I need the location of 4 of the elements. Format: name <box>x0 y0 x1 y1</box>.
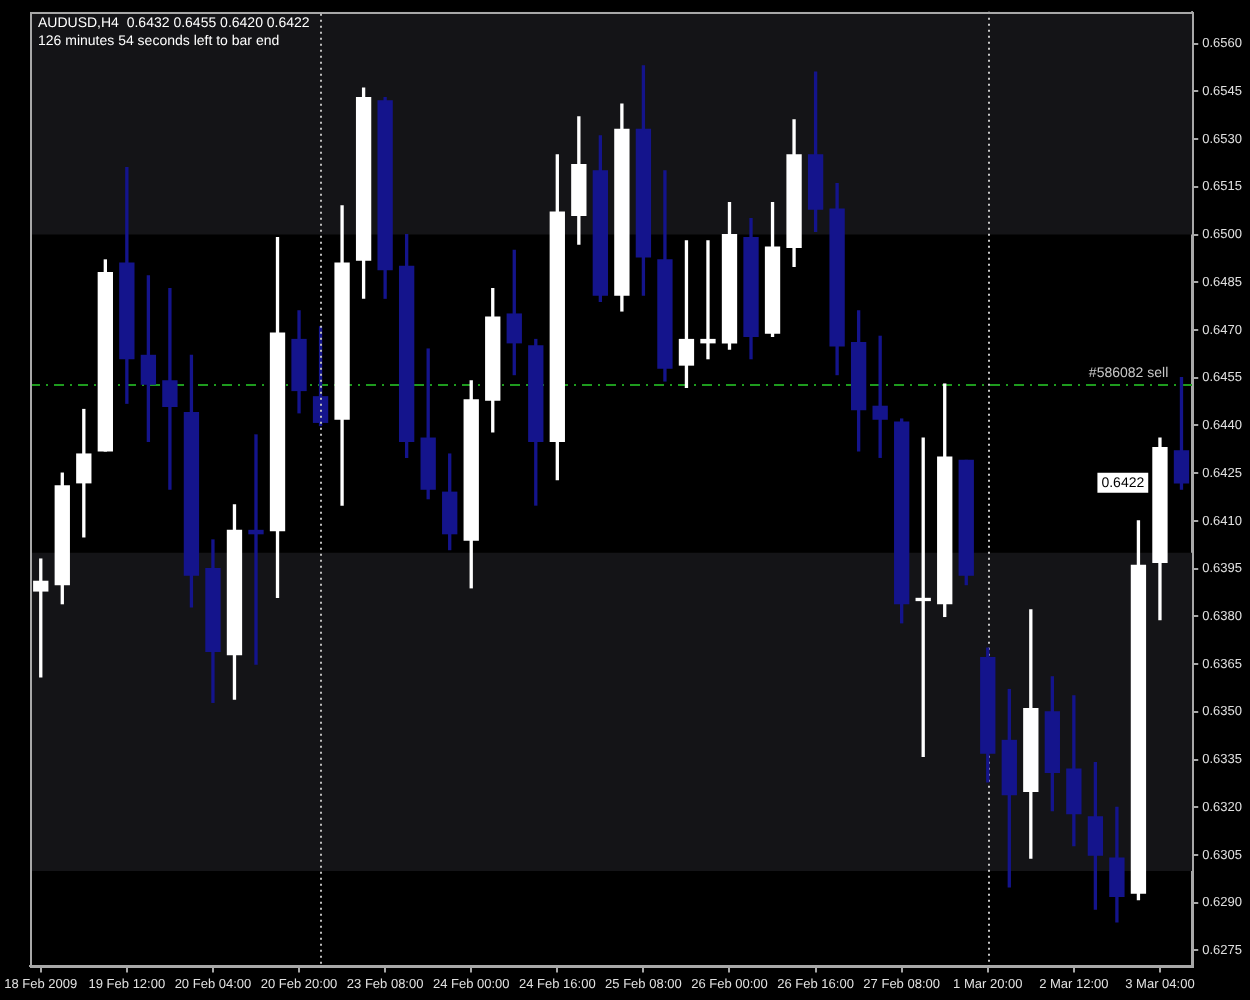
candlestick <box>248 434 264 665</box>
candlestick <box>162 287 178 490</box>
candlestick <box>700 240 716 360</box>
candlestick <box>872 335 888 458</box>
